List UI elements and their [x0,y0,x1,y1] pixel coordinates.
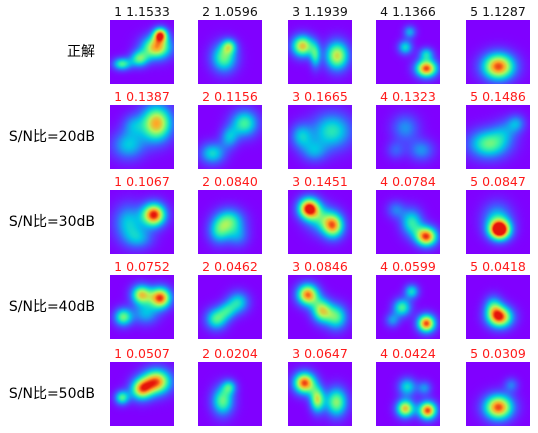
tile-title: 5 0.0418 [470,259,526,274]
heatmap-tile [198,362,262,426]
tile-title: 3 0.0647 [292,346,348,361]
heatmap-tile [198,20,262,84]
heatmap-tile [110,275,174,339]
tile-title: 3 0.0846 [292,259,348,274]
heatmap-tile [288,190,352,254]
heatmap-tile [376,362,440,426]
heatmap-tile [110,190,174,254]
heatmap-tile [466,275,530,339]
tile-title: 4 0.0599 [380,259,436,274]
tile-title: 2 0.0204 [202,346,258,361]
tile-title: 2 0.1156 [202,89,258,104]
tile-title: 3 0.1451 [292,174,348,189]
heatmap-tile [466,190,530,254]
heatmap-tile [376,275,440,339]
tile-title: 1 1.1533 [114,4,170,19]
row-label: S/N比=40dB [8,299,95,315]
row-label: S/N比=30dB [8,214,95,230]
tile-title: 2 0.0462 [202,259,258,274]
tile-title: 1 0.0752 [114,259,170,274]
heatmap-tile [198,190,262,254]
heatmap-tile [110,20,174,84]
heatmap-tile [110,105,174,169]
heatmap-tile [376,20,440,84]
tile-title: 3 1.1939 [292,4,348,19]
tile-title: 2 0.0840 [202,174,258,189]
heatmap-tile [466,20,530,84]
tile-title: 5 0.1486 [470,89,526,104]
tile-title: 1 0.1387 [114,89,170,104]
heatmap-tile [288,20,352,84]
tile-title: 4 0.1323 [380,89,436,104]
tile-title: 5 1.1287 [470,4,526,19]
row-label: S/N比=20dB [8,129,95,145]
tile-title: 4 1.1366 [380,4,436,19]
tile-title: 4 0.0424 [380,346,436,361]
heatmap-tile [376,190,440,254]
tile-title: 5 0.0847 [470,174,526,189]
tile-title: 4 0.0784 [380,174,436,189]
tile-title: 5 0.0309 [470,346,526,361]
tile-title: 1 0.0507 [114,346,170,361]
heatmap-tile [198,105,262,169]
heatmap-tile [376,105,440,169]
heatmap-tile [466,362,530,426]
row-label: S/N比=50dB [8,386,95,402]
tile-title: 3 0.1665 [292,89,348,104]
heatmap-tile [288,275,352,339]
heatmap-tile [110,362,174,426]
tile-title: 2 1.0596 [202,4,258,19]
heatmap-tile [198,275,262,339]
row-label: 正解 [67,44,95,60]
heatmap-tile [288,362,352,426]
heatmap-tile [288,105,352,169]
tile-title: 1 0.1067 [114,174,170,189]
heatmap-tile [466,105,530,169]
